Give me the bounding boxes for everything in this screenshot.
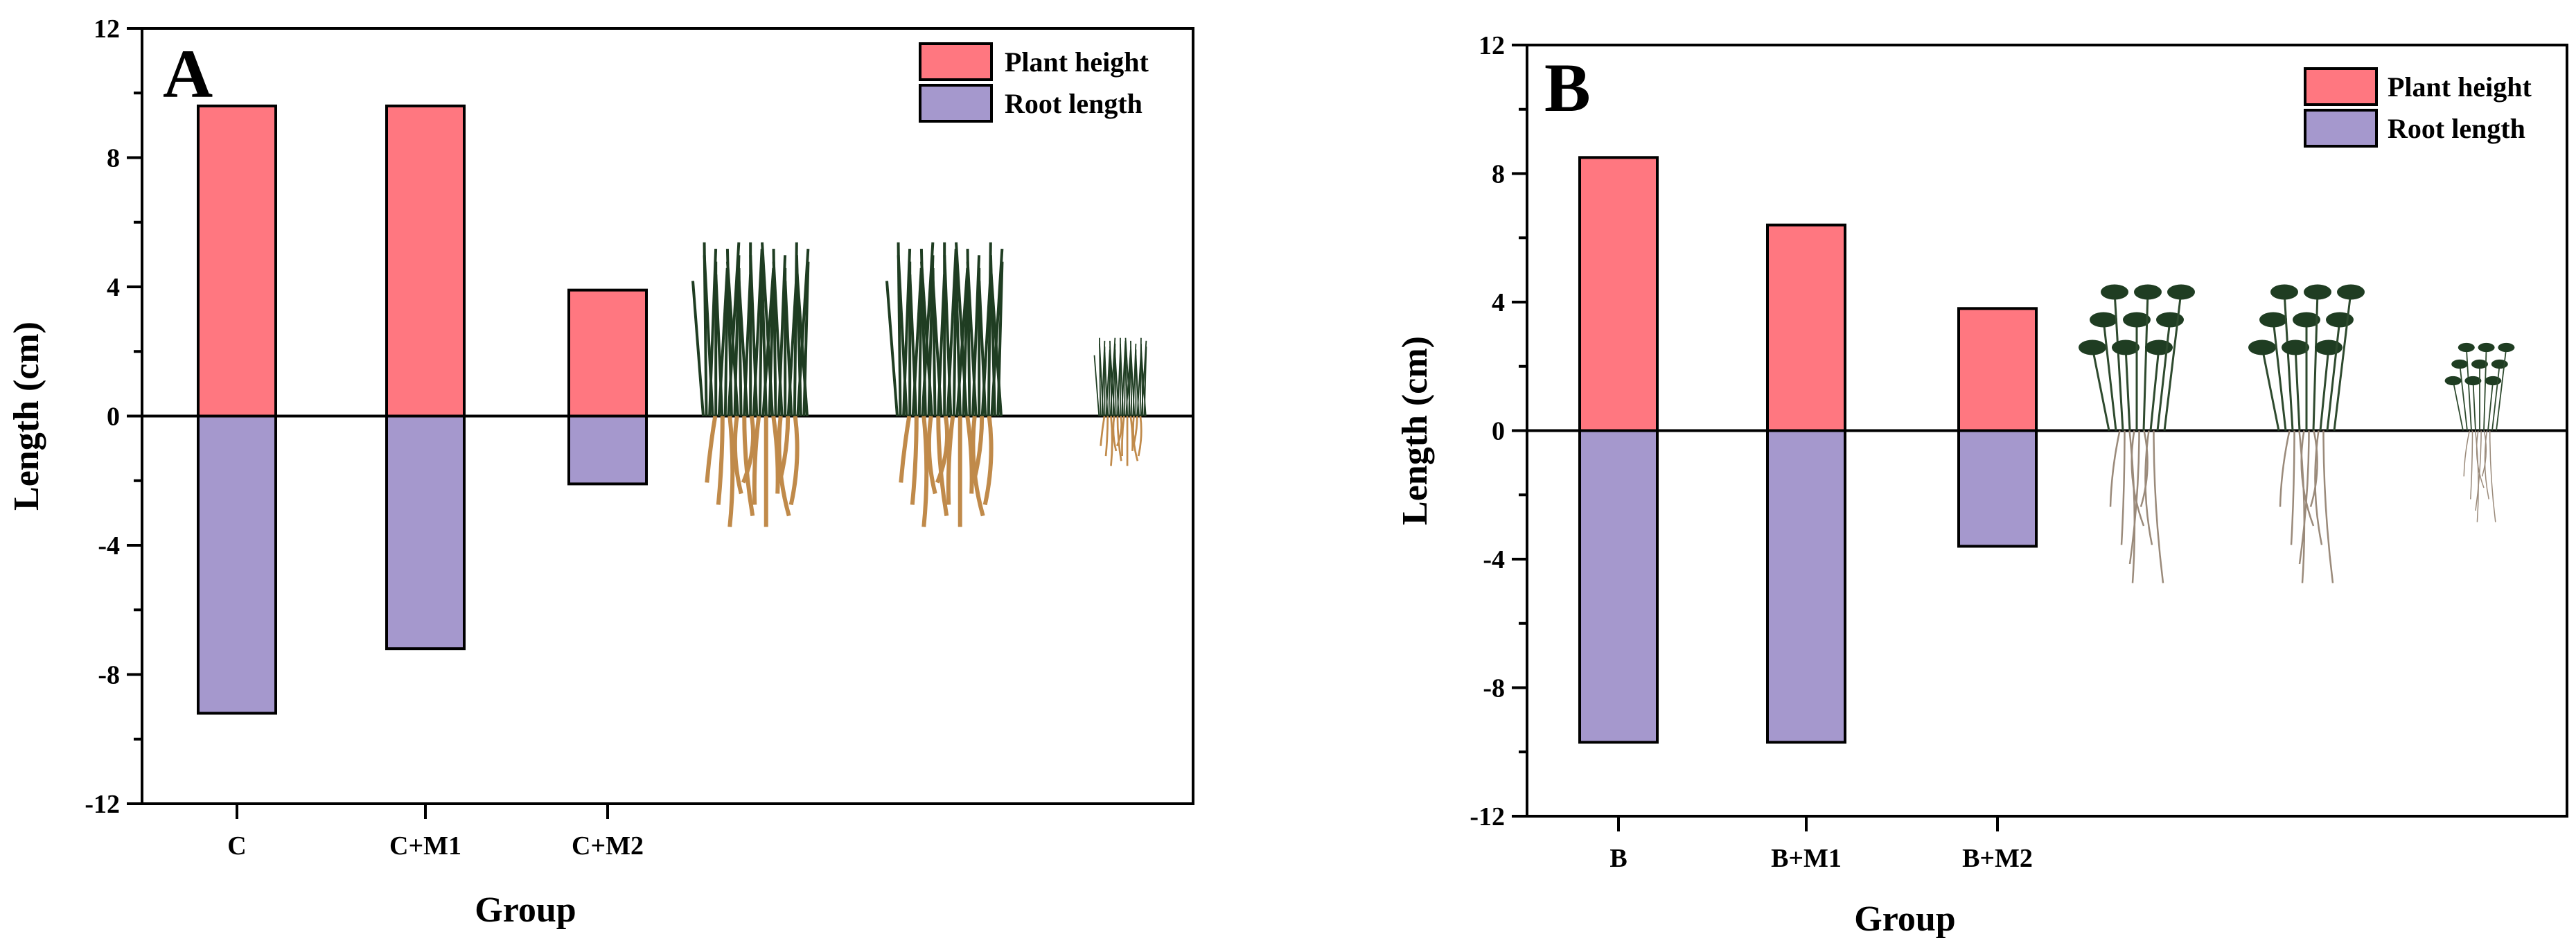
y-tick-label: 12 (94, 15, 120, 44)
y-tick-label: 4 (107, 273, 120, 302)
y-axis-title-a: Length (cm) (7, 321, 46, 511)
y-tick-label: 8 (1492, 160, 1505, 189)
panel-label-b: B (1544, 49, 1591, 126)
x-tick-label: C+M1 (389, 831, 461, 861)
y-tick-label: 0 (107, 403, 120, 432)
x-tick-label: B+M2 (1962, 844, 2033, 873)
bar-plant-height (1766, 223, 1846, 432)
legend-label: Plant height (1005, 46, 1149, 78)
x-tick-label: C (227, 831, 246, 861)
legend-swatch-root-length (919, 84, 993, 123)
bar-plant-height (385, 104, 466, 418)
x-axis-b: B B+M1 B+M2 (1609, 816, 2033, 873)
y-axis-title-b: Length (cm) (1395, 336, 1435, 525)
x-tick-label: C+M2 (572, 831, 644, 861)
chart-a-svg: -12 -8 -4 0 4 8 12 C C+M1 C+M2 Plant height Root le… (7, 15, 1194, 930)
legend-label: Root length (2388, 113, 2525, 144)
bars-b (1578, 156, 2038, 744)
leafy-seedling-icon (2248, 284, 2365, 583)
panel-label-a: A (163, 35, 213, 112)
y-axis-a: -12 -8 -4 0 4 8 12 (85, 15, 142, 819)
legend-a: Plant height Root length (919, 42, 1149, 123)
x-tick-label: B (1609, 844, 1627, 873)
bar-plant-height (1957, 307, 2038, 432)
x-axis-a: C C+M1 C+M2 (227, 804, 644, 861)
legend-swatch-plant-height (919, 42, 993, 81)
chart-b-svg: -12 -8 -4 0 4 8 12 B B+M1 B+M2 Plant height Root le… (1395, 31, 2568, 939)
bar-plant-height (197, 104, 277, 418)
grass-seedling-small-icon (1093, 337, 1147, 466)
y-tick-label: 4 (1492, 288, 1505, 317)
chart-panel-a: -12 -8 -4 0 4 8 12 C C+M1 C+M2 Plant height Root le… (7, 15, 1194, 930)
bar-root-length (385, 414, 466, 651)
x-axis-title-a: Group (475, 890, 576, 930)
plant-photos-b (2079, 284, 2515, 583)
y-tick-label: -4 (1483, 545, 1505, 574)
legend-label: Plant height (2388, 71, 2532, 103)
bar-root-length (567, 414, 648, 486)
y-tick-label: -12 (1470, 802, 1505, 831)
y-tick-label: 8 (107, 144, 120, 173)
y-tick-label: 0 (1492, 417, 1505, 446)
plant-photos-a (691, 242, 1147, 527)
bar-root-length (197, 414, 277, 715)
bar-root-length (1766, 429, 1846, 744)
legend-swatch-root-length (2304, 109, 2378, 148)
y-tick-label: -4 (98, 531, 120, 561)
leafy-seedling-icon (2079, 284, 2195, 583)
bar-plant-height (1578, 156, 1659, 432)
grass-seedling-icon (885, 242, 1004, 527)
leafy-seedling-small-icon (2444, 342, 2515, 522)
legend-swatch-plant-height (2304, 67, 2378, 106)
bar-root-length (1578, 429, 1659, 744)
bar-root-length (1957, 429, 2038, 548)
grass-seedling-icon (691, 242, 810, 527)
y-tick-label: 12 (1479, 31, 1505, 60)
legend-b: Plant height Root length (2304, 67, 2532, 148)
x-axis-title-b: Group (1854, 899, 1955, 939)
bar-plant-height (567, 288, 648, 418)
y-axis-b: -12 -8 -4 0 4 8 12 (1470, 31, 1527, 831)
y-tick-label: -8 (98, 661, 120, 690)
y-tick-label: -12 (85, 790, 120, 819)
bars-a (197, 104, 648, 715)
legend-label: Root length (1005, 88, 1143, 119)
y-tick-label: -8 (1483, 674, 1505, 703)
x-tick-label: B+M1 (1771, 844, 1842, 873)
chart-panel-b: -12 -8 -4 0 4 8 12 B B+M1 B+M2 Plant height Root le… (1288, 0, 2576, 952)
